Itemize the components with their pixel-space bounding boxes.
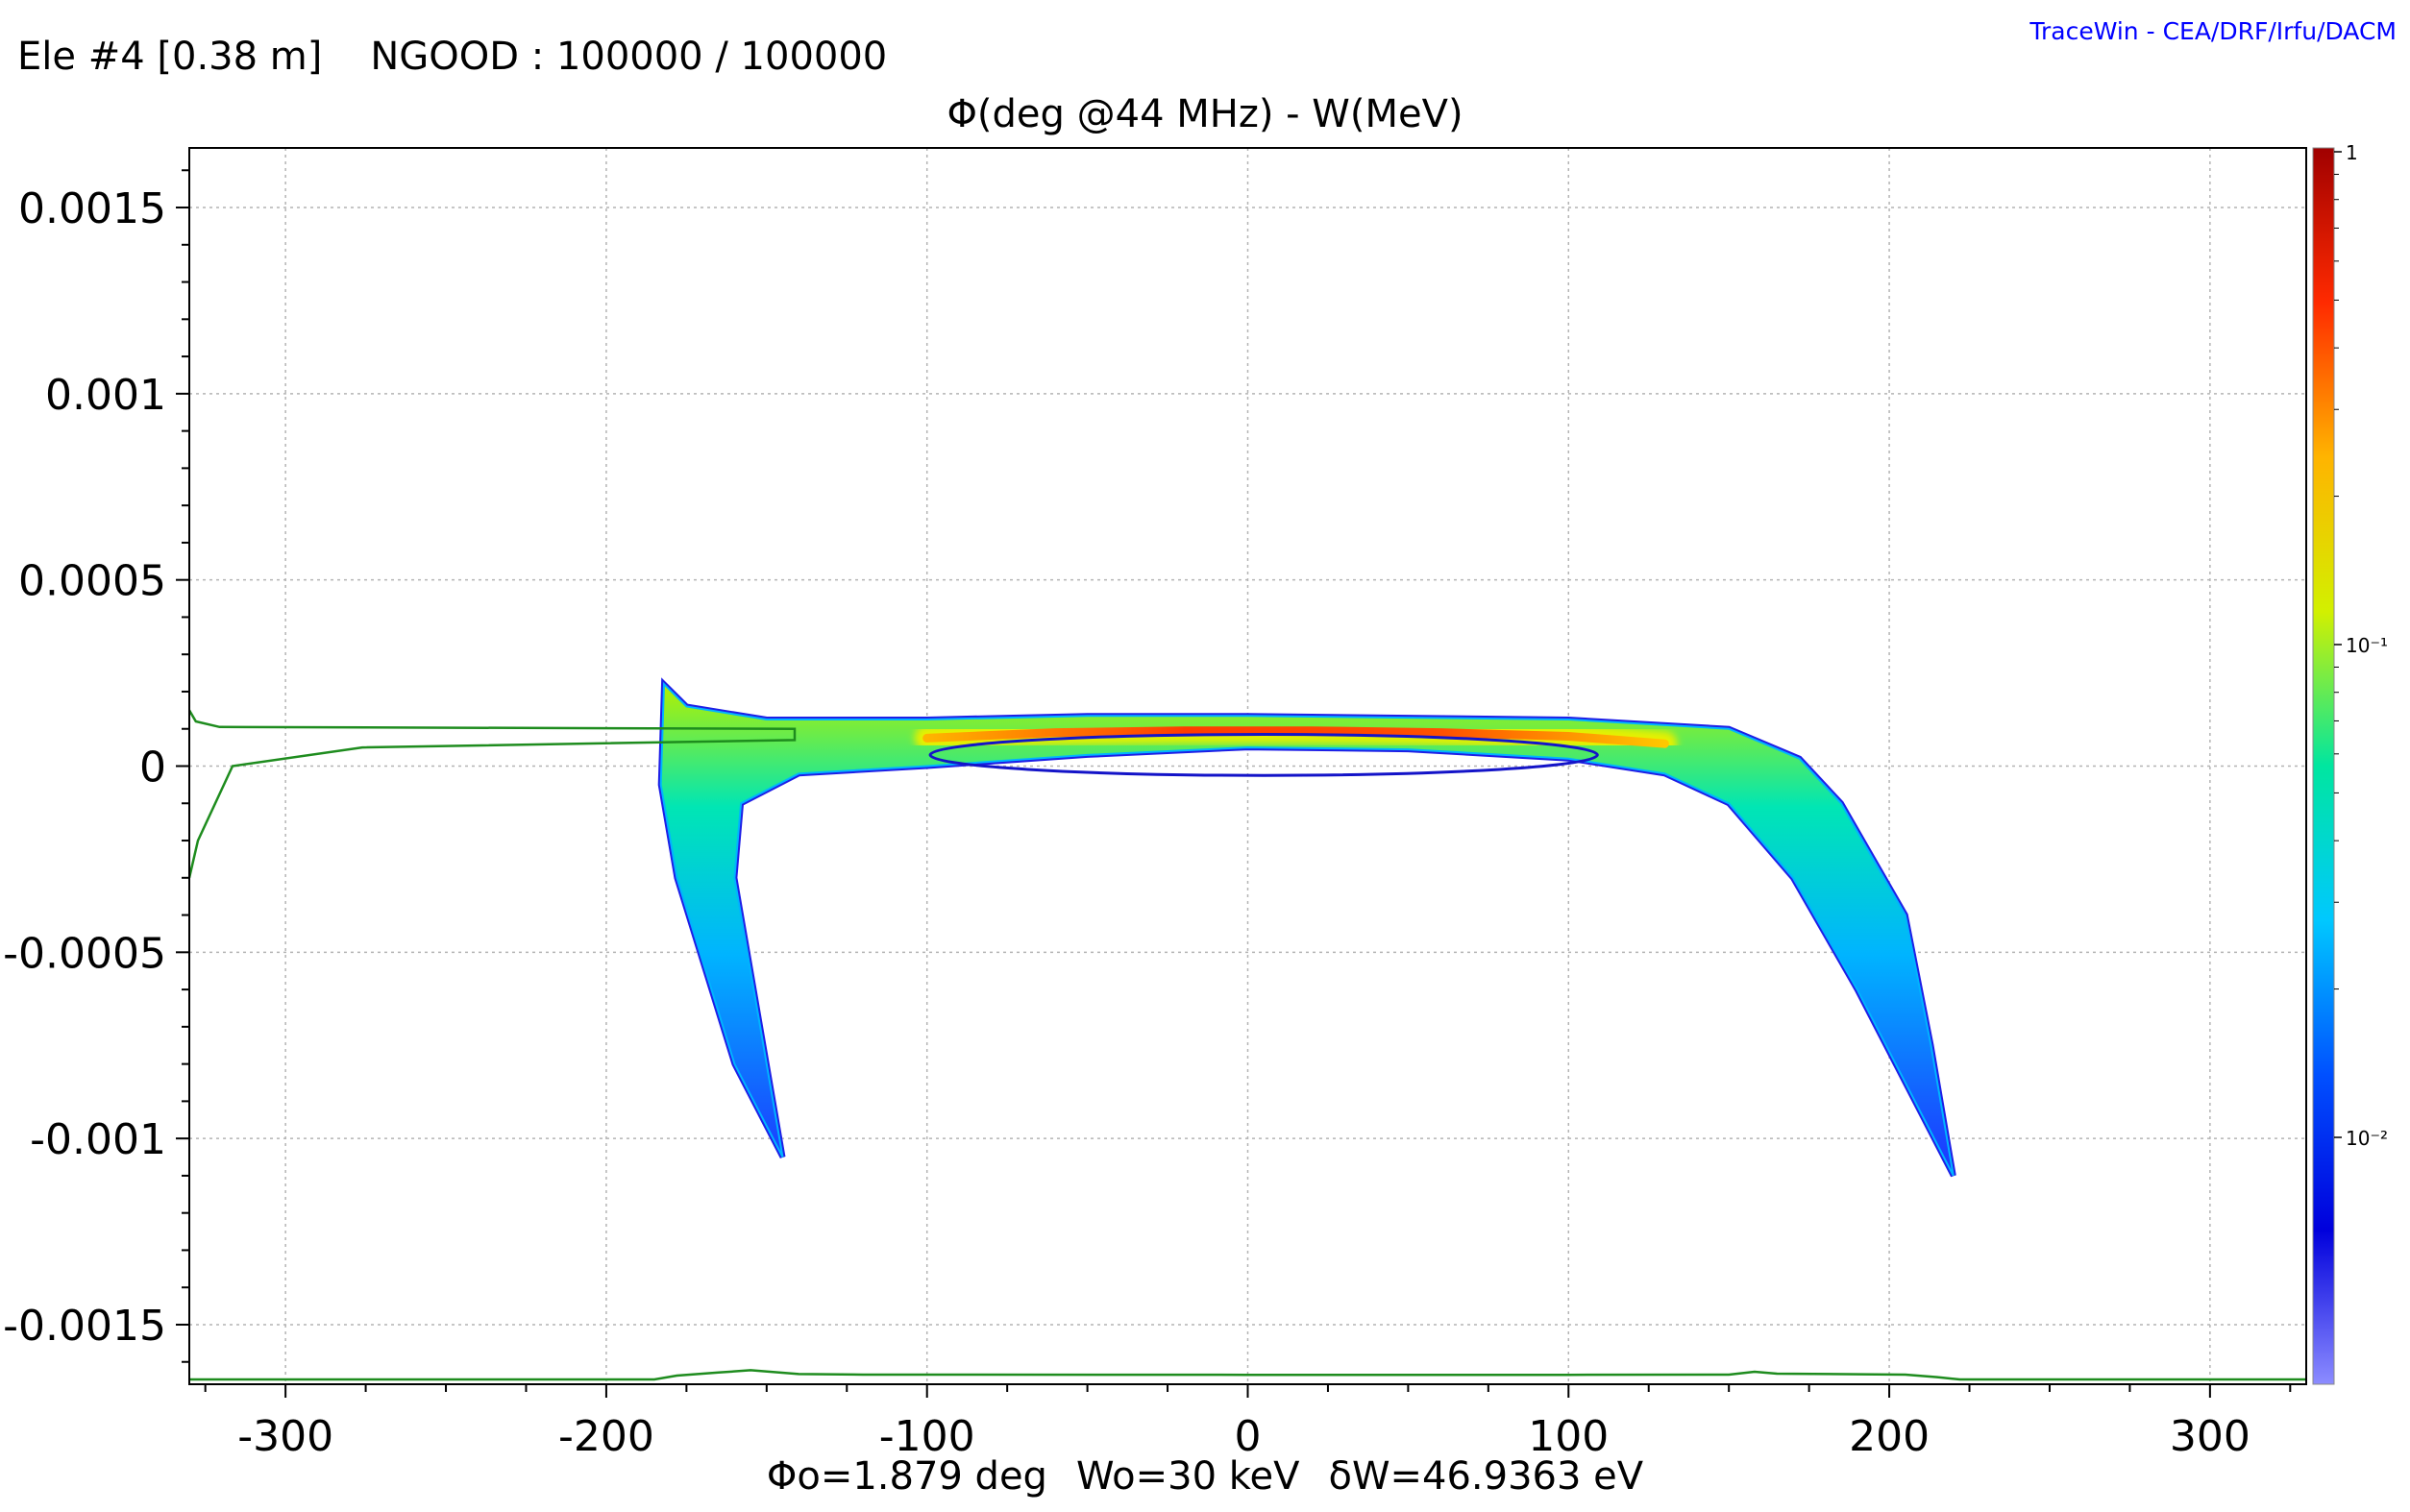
y-tick-label: -0.0015 [3, 1302, 166, 1351]
x-tick-label: -200 [558, 1412, 654, 1461]
phase-center-label: Φo=1.879 deg [766, 1454, 1047, 1499]
distribution-group [657, 677, 1956, 1178]
x-tick-label: 100 [1528, 1412, 1609, 1461]
colorbar-tick-label: 1 [2346, 141, 2358, 164]
energy-spread-label: δW=46.9363 eV [1328, 1454, 1644, 1499]
colorbar [2312, 147, 2335, 1385]
y-tick-label: -0.0005 [3, 929, 166, 978]
core-band [922, 726, 1669, 748]
distribution-fill [659, 681, 1955, 1177]
y-tick-label: 0 [139, 744, 166, 793]
plot-title: Φ(deg @44 MHz) - W(MeV) [947, 92, 1463, 136]
tracewin-credit: TraceWin - CEA/DRF/Irfu/DACM [2029, 17, 2397, 45]
element-info: Ele #4 [0.38 m] NGOOD : 100000 / 100000 [17, 35, 887, 79]
y-tick-label: 0.0005 [18, 557, 166, 606]
energy-center-label: Wo=30 keV [1075, 1454, 1300, 1499]
x-tick-label: -100 [879, 1412, 975, 1461]
ngood-label: NGOOD : 100000 / 100000 [370, 35, 888, 79]
y-tick-label: -0.001 [30, 1115, 166, 1164]
rms-ellipse [928, 733, 1599, 777]
y-tick-label: 0.0015 [18, 184, 166, 233]
beam-parameters: Φo=1.879 deg Wo=30 keV δW=46.9363 eV [0, 1454, 2410, 1499]
colorbar-tick-label: 10⁻² [2346, 1127, 2388, 1150]
element-label: Ele #4 [0.38 m] [17, 35, 323, 79]
x-tick-label: -300 [237, 1412, 333, 1461]
x-tick-label: 200 [1849, 1412, 1930, 1461]
phase-profile [189, 1369, 2306, 1381]
x-tick-label: 300 [2170, 1412, 2250, 1461]
y-tick-label: 0.001 [45, 371, 166, 420]
colorbar-tick-label: 10⁻¹ [2346, 634, 2388, 657]
x-tick-label: 0 [1235, 1412, 1262, 1461]
energy-profile [187, 709, 797, 879]
